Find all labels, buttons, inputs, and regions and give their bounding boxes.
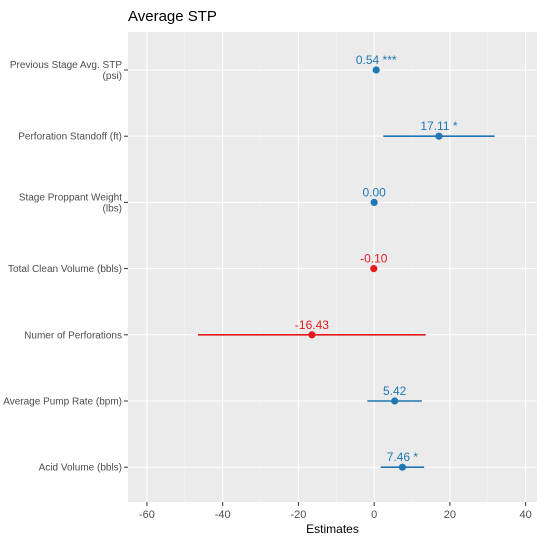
chart-title: Average STP <box>128 8 217 25</box>
x-axis-title: Estimates <box>306 522 359 536</box>
estimate-label: 0.00 <box>362 185 386 199</box>
estimate-label: -0.10 <box>360 252 388 266</box>
term-label: (psi) <box>103 71 122 82</box>
term-label: Total Clean Volume (bbls) <box>8 264 122 275</box>
estimate-label: 7.46 * <box>387 450 419 464</box>
x-tick-label: 0 <box>371 509 377 521</box>
estimate-point <box>391 397 399 405</box>
term-label: (lbs) <box>103 203 122 214</box>
term-label: Perforation Standoff (ft) <box>18 132 122 143</box>
estimate-label: 0.54 *** <box>356 53 397 67</box>
x-tick-label: -40 <box>215 509 231 521</box>
estimate-point <box>372 66 380 74</box>
estimate-label: -16.43 <box>295 318 329 332</box>
estimate-point <box>370 265 378 273</box>
estimate-point <box>370 198 378 206</box>
x-tick-label: 40 <box>520 509 532 521</box>
term-label: Acid Volume (bbls) <box>39 463 122 474</box>
plot-panel <box>128 32 537 502</box>
x-tick-label: -20 <box>290 509 306 521</box>
estimate-label: 5.42 <box>383 384 407 398</box>
estimate-point <box>398 463 407 471</box>
estimate-point <box>308 331 316 339</box>
term-label: Stage Proppant Weight <box>19 192 122 203</box>
term-label: Numer of Perforations <box>24 330 122 341</box>
term-label: Previous Stage Avg. STP <box>10 60 122 71</box>
x-tick-label: 20 <box>444 509 456 521</box>
estimate-point <box>435 132 443 140</box>
x-tick-label: -60 <box>139 509 155 521</box>
term-label: Average Pump Rate (bpm) <box>3 397 122 408</box>
estimate-label: 17.11 * <box>420 119 457 133</box>
